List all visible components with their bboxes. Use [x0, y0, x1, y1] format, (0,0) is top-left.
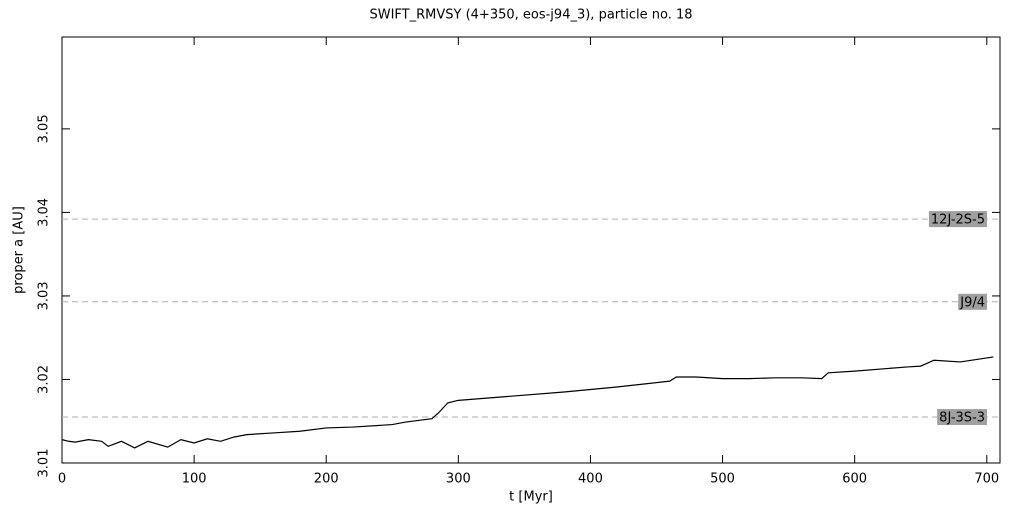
x-tick-label: 700 — [974, 472, 999, 487]
y-tick-label: 3.02 — [37, 365, 52, 394]
resonance-label-bg — [958, 293, 987, 310]
x-tick-label: 0 — [58, 472, 66, 487]
x-tick-label: 100 — [182, 472, 207, 487]
chart-title: SWIFT_RMVSY (4+350, eos-j94_3), particle… — [369, 8, 692, 23]
y-tick-label: 3.03 — [37, 281, 52, 310]
resonance-label: 12J-2S-5 — [931, 213, 985, 228]
resonance-label-bg — [937, 409, 987, 426]
x-tick-label: 300 — [446, 472, 471, 487]
x-axis-label: t [Myr] — [509, 490, 553, 505]
x-tick-label: 600 — [842, 472, 867, 487]
x-tick-label: 200 — [314, 472, 339, 487]
resonance-label: 8J-3S-3 — [939, 411, 985, 426]
data-line — [61, 356, 994, 449]
x-tick-label: 500 — [710, 472, 735, 487]
plot-frame — [61, 36, 1001, 464]
y-axis-label: proper a [AU] — [12, 206, 27, 294]
resonance-label-bg — [928, 211, 987, 228]
y-tick-label: 3.01 — [37, 449, 52, 478]
x-tick-label: 400 — [578, 472, 603, 487]
y-tick-label: 3.05 — [37, 114, 52, 143]
resonance-label: J9/4 — [959, 295, 985, 310]
y-tick-label: 3.04 — [37, 198, 52, 227]
